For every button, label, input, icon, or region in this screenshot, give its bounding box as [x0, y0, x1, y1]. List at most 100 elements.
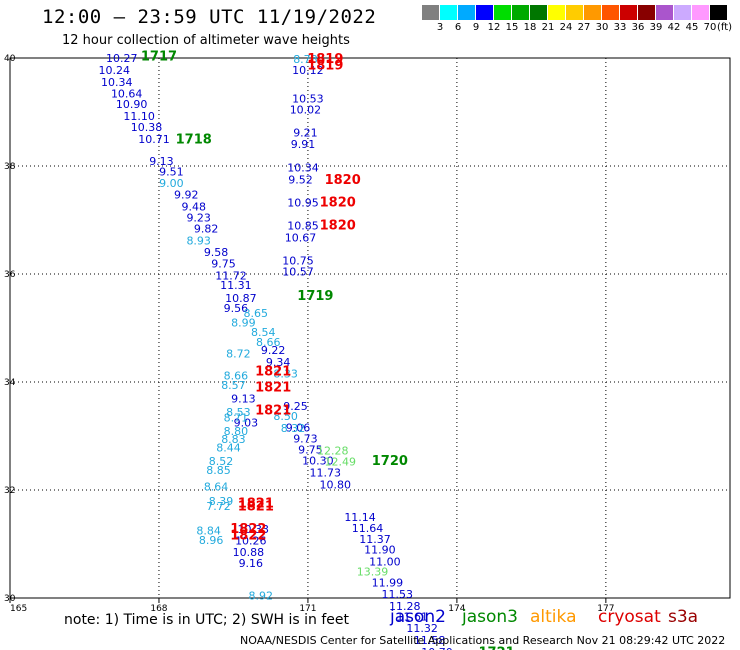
pass-label: 1821: [238, 496, 274, 511]
wave-height-value: 8.32: [281, 422, 306, 435]
pass-label: 1820: [320, 196, 356, 211]
satellite-label-altika: altika: [530, 607, 577, 627]
satellite-label-cryosat: cryosat: [598, 607, 661, 627]
color-scale-label: 3: [436, 22, 444, 33]
wave-height-value: 10.24: [99, 64, 131, 77]
color-scale-label: 24: [559, 22, 573, 33]
color-scale-label: 36: [631, 22, 645, 33]
x-tick-label: 171: [299, 604, 316, 614]
wave-height-value: 10.87: [225, 292, 257, 305]
x-tick-label: 168: [150, 604, 167, 614]
color-scale-label: 9: [472, 22, 480, 33]
pass-label: 1821: [255, 403, 291, 418]
pass-label: 1822: [230, 529, 266, 544]
wave-height-value: 8.83: [221, 433, 246, 446]
wave-height-value: 12.28: [317, 444, 349, 457]
wave-height-value: 8.78: [293, 53, 318, 66]
wave-height-value: 10.67: [285, 232, 317, 245]
wave-height-value: 12.49: [324, 456, 356, 469]
color-scale-swatch: [674, 5, 692, 20]
wave-height-value: 9.22: [261, 344, 286, 357]
wave-height-value: 11.37: [359, 533, 391, 546]
y-tick-label: 40: [4, 54, 16, 64]
wave-height-value: 10.95: [287, 197, 319, 210]
wave-height-value: 8.54: [251, 326, 276, 339]
color-scale-swatch: [602, 5, 620, 20]
wave-height-value: 10.34: [101, 76, 133, 89]
wave-height-value: 9.25: [283, 400, 308, 413]
wave-height-value: 9.06: [286, 422, 311, 435]
wave-height-value: 8.64: [204, 481, 229, 494]
wave-height-value: 10.88: [233, 546, 265, 559]
pass-label: 1720: [372, 454, 408, 469]
wave-height-value: 10.38: [131, 121, 163, 134]
color-scale-label: 70: [703, 22, 717, 33]
color-scale-label: 27: [577, 22, 591, 33]
y-tick-label: 36: [4, 270, 16, 280]
pass-label: 1820: [325, 173, 361, 188]
chart-title: 12:00 — 23:59 UTC 11/19/2022: [42, 6, 377, 28]
wave-height-value: 8.66: [256, 336, 281, 349]
color-scale-swatch: [512, 5, 530, 20]
wave-height-value: 10.85: [287, 220, 319, 233]
y-tick-label: 38: [4, 162, 16, 172]
wave-height-value: 9.75: [298, 443, 323, 456]
wave-height-value: 9.82: [194, 222, 219, 235]
pass-label: 1719: [297, 289, 333, 304]
wave-height-value: 9.23: [186, 212, 211, 225]
color-scale-label: 18: [523, 22, 537, 33]
wave-height-value: 9.13: [149, 155, 174, 168]
color-scale-swatch: [476, 5, 494, 20]
wave-height-value: 9.13: [231, 393, 256, 406]
wave-height-value: 8.33: [273, 368, 298, 381]
wave-height-value: 10.12: [292, 64, 324, 77]
pass-label: 1819: [307, 58, 343, 73]
wave-height-value: 11.53: [382, 588, 414, 601]
color-scale-swatch: [548, 5, 566, 20]
wave-height-value: 11.14: [344, 511, 376, 524]
wave-height-value: 10.90: [116, 98, 148, 111]
wave-height-value: 11.28: [389, 600, 421, 613]
color-scale-swatch: [692, 5, 710, 20]
wave-height-value: 10.64: [111, 87, 143, 100]
wave-height-value: 11.31: [220, 279, 252, 292]
color-scale-swatch: [566, 5, 584, 20]
wave-height-value: 10.53: [292, 92, 324, 105]
wave-height-value: 10.71: [138, 133, 170, 146]
color-scale-label: 39: [649, 22, 663, 33]
wave-height-value: 11.73: [310, 467, 342, 480]
chart-subtitle: 12 hour collection of altimeter wave hei…: [62, 33, 350, 48]
color-scale-label: 45: [685, 22, 699, 33]
color-scale-swatch: [584, 5, 602, 20]
wave-height-value: 9.56: [224, 302, 249, 315]
satellite-label-jason2: jason2: [390, 607, 446, 627]
wave-height-value: 8.65: [244, 307, 269, 320]
wave-height-value: 10.75: [282, 254, 314, 267]
color-scale-label: 30: [595, 22, 609, 33]
wave-height-value: 8.50: [273, 410, 298, 423]
wave-height-value: 8.84: [196, 524, 221, 537]
wave-height-value: 11.32: [406, 622, 438, 635]
wave-height-value: 10.57: [282, 266, 314, 279]
wave-height-value: 8.71: [224, 411, 249, 424]
wave-height-value: 9.34: [266, 356, 291, 369]
wave-height-value: 8.72: [226, 348, 251, 361]
wave-height-value: 9.21: [293, 126, 318, 139]
pass-label: 1819: [307, 52, 343, 67]
wave-height-value: 11.90: [364, 544, 396, 557]
wave-height-value: 9.92: [174, 188, 199, 201]
pass-label: 1822: [230, 522, 266, 537]
satellite-label-jason3: jason3: [462, 607, 518, 627]
wave-height-value: 11.00: [369, 556, 401, 569]
color-scale-swatch: [638, 5, 656, 20]
wave-height-value: 10.26: [235, 535, 267, 548]
wave-height-value: 10.33: [238, 523, 270, 536]
wave-height-value: 8.96: [199, 534, 224, 547]
wave-height-value: 8.66: [224, 369, 249, 382]
color-scale-swatch: [422, 5, 440, 20]
wave-height-value: 8.53: [226, 406, 251, 419]
wave-height-value: 9.03: [234, 416, 259, 429]
pass-label: 1821: [238, 500, 274, 515]
wave-height-value: 11.10: [123, 110, 155, 123]
color-scale-swatch: [494, 5, 512, 20]
